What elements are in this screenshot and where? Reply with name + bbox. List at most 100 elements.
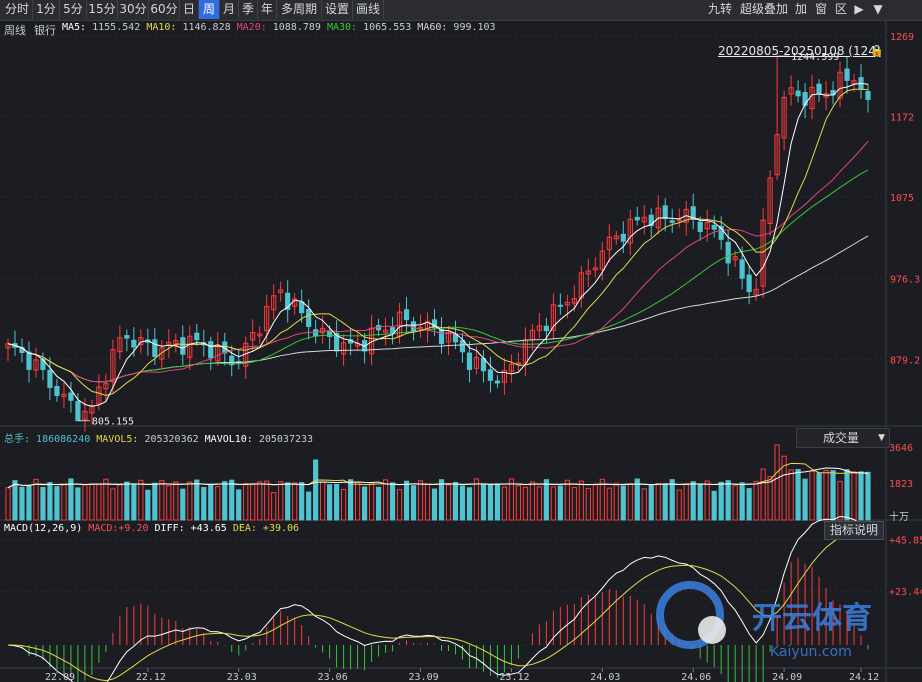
ma60-line <box>7 235 869 383</box>
volume-bar <box>599 478 605 521</box>
indicator-select-value: 成交量 <box>823 431 860 445</box>
indicator-help-button[interactable]: 指标说明 <box>824 521 884 540</box>
period-tab-10[interactable]: 年 <box>260 2 273 16</box>
volume-bar <box>487 484 494 521</box>
candle-body <box>508 363 515 372</box>
exit-icon[interactable]: ▶ <box>854 2 864 16</box>
period-tab-1[interactable]: 1分 <box>36 2 56 16</box>
toolbar-separator <box>59 0 60 19</box>
candle-body <box>131 339 137 348</box>
macd-legend-part-3: DIFF: <box>154 523 185 534</box>
ma-label-2: MA20: <box>236 22 267 33</box>
ma5-line <box>7 82 869 407</box>
volume-bar <box>368 482 375 521</box>
period-tab-11[interactable]: 多周期 <box>280 2 317 16</box>
candle-body <box>690 206 696 221</box>
period-tab-12[interactable]: 设置 <box>324 2 349 16</box>
volume-bar <box>445 484 452 521</box>
volume-bar <box>620 485 626 521</box>
period-tab-13[interactable]: 画线 <box>355 2 380 16</box>
volume-bar <box>767 476 773 521</box>
period-tab-9[interactable]: 季 <box>241 2 254 16</box>
toolbar-separator <box>257 0 258 19</box>
volume-bar <box>40 486 46 521</box>
volume-bar <box>354 481 361 521</box>
candle-body <box>704 221 710 230</box>
ma-label-1: MA10: <box>146 22 177 33</box>
period-tab-0[interactable]: 分时 <box>4 2 29 16</box>
dropdown-icon[interactable]: ▼ <box>873 2 883 16</box>
x-tick-label: 22.12 <box>136 672 166 682</box>
volume-bar <box>334 483 340 521</box>
x-tick-label: 23.12 <box>499 672 529 682</box>
volume-bar <box>68 478 74 521</box>
volume-bar <box>529 481 535 521</box>
candle-body <box>669 220 675 223</box>
volume-bar <box>725 480 731 521</box>
volume-bar <box>306 491 312 521</box>
candle-body <box>543 325 549 332</box>
period-tab-8[interactable]: 月 <box>222 2 235 16</box>
toolbar-separator <box>276 0 277 19</box>
volume-bar <box>697 483 703 521</box>
volume-bar <box>159 480 165 521</box>
candle-body <box>620 233 626 242</box>
security-name: 银行 <box>34 24 56 37</box>
candle-body <box>536 325 542 331</box>
candle-body <box>753 288 759 296</box>
volume-bar <box>264 480 270 521</box>
volume-bar <box>746 488 752 521</box>
period-tab-4[interactable]: 30分 <box>119 2 147 16</box>
ma-value-2: 1088.789 <box>266 22 327 33</box>
volume-bar <box>536 486 542 521</box>
add-button[interactable]: 加 <box>794 2 807 16</box>
candle-body <box>606 236 612 251</box>
window-button[interactable]: 窗 <box>814 2 827 16</box>
volume-bar <box>173 481 179 521</box>
candle-body <box>438 328 445 345</box>
vol-legend-part-2: MAVOL5: <box>96 434 139 445</box>
volume-bar <box>382 479 389 521</box>
region-button[interactable]: 区 <box>834 2 847 16</box>
overlay-button[interactable]: 超级叠加 <box>739 2 788 16</box>
candle-body <box>410 321 417 332</box>
x-tick-label: 24.12 <box>849 672 879 682</box>
jiuzhuan-button[interactable]: 九转 <box>707 2 732 16</box>
period-tab-3[interactable]: 15分 <box>88 2 116 16</box>
volume-bar <box>75 487 81 521</box>
high-annotation: 1244.599 <box>791 52 839 63</box>
volume-bar <box>676 489 682 521</box>
volume-bar <box>361 486 368 521</box>
candle-body <box>299 301 305 314</box>
volume-bar <box>320 481 326 521</box>
volume-bar <box>669 479 675 521</box>
volume-bar <box>117 484 123 521</box>
volume-bar <box>704 480 710 521</box>
indicator-select[interactable]: 成交量 ▼ <box>796 428 890 448</box>
candle-body <box>96 386 102 405</box>
ma30-line <box>7 169 869 383</box>
volume-bar <box>480 484 487 521</box>
volume-bar <box>166 485 172 521</box>
toolbar-separator <box>179 0 180 19</box>
candle-body <box>592 267 598 271</box>
vol-legend-part-1: 186086240 <box>30 434 97 445</box>
candle-body <box>187 335 193 358</box>
volume-bar <box>103 478 109 521</box>
volume-bar <box>627 483 633 521</box>
candle-body <box>816 83 822 95</box>
volume-bar <box>501 486 508 521</box>
chevron-down-icon: ▼ <box>878 433 885 443</box>
candle-body <box>117 337 123 353</box>
soccer-ball-icon <box>698 616 726 644</box>
candle-body <box>264 305 270 332</box>
volume-bar <box>278 481 284 521</box>
period-tab-5[interactable]: 60分 <box>150 2 178 16</box>
period-tab-6[interactable]: 日 <box>182 2 195 16</box>
period-tab-7[interactable]: 周 <box>199 0 219 19</box>
lock-icon[interactable]: 🔒 <box>870 44 884 57</box>
period-tab-2[interactable]: 5分 <box>63 2 83 16</box>
candle-body <box>795 90 801 97</box>
ma20-line <box>7 140 869 383</box>
